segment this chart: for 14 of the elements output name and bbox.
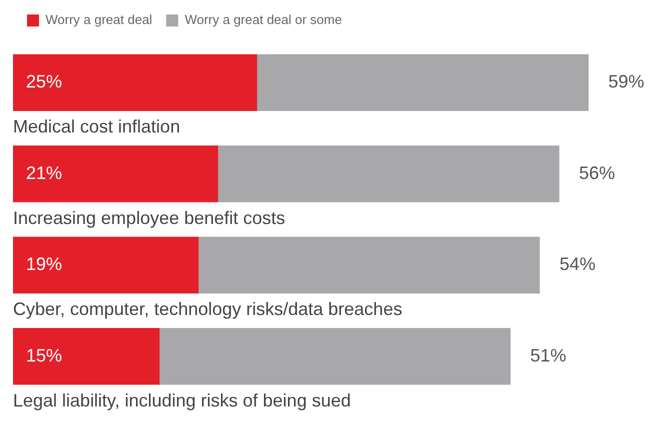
total-label: 56%	[579, 162, 616, 183]
total-label: 51%	[530, 345, 566, 366]
y-tick-label: Medical cost inflation	[13, 116, 180, 137]
data-label: 19%	[26, 254, 62, 274]
legend-label: Worry a great deal	[46, 12, 152, 28]
y-tick-label: Legal liability, including risks of being sued	[13, 390, 351, 410]
data-label: 25%	[26, 72, 62, 92]
data-label: 21%	[26, 162, 62, 183]
total-label: 54%	[560, 254, 596, 274]
y-tick-label: Increasing employee benefit costs	[13, 208, 286, 228]
total-label: 59%	[608, 72, 644, 92]
y-tick-label: Cyber, computer, technology risks/data breaches	[13, 299, 402, 320]
legend-label: Worry a great deal or some	[184, 12, 342, 28]
data-label: 15%	[26, 345, 62, 366]
